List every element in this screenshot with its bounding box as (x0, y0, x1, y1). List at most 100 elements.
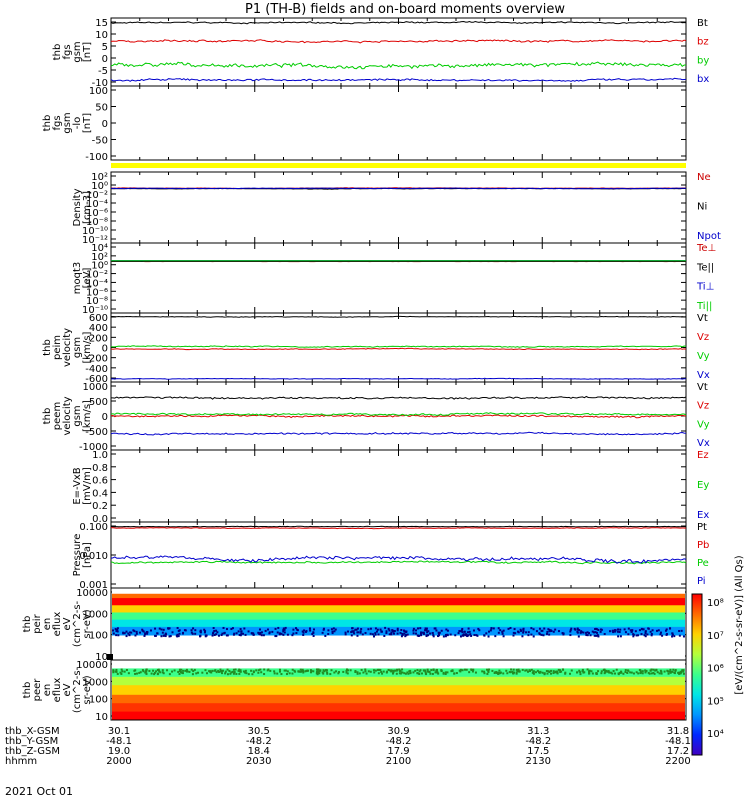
spectrogram-pixel (226, 668, 229, 671)
spectrogram-pixel (655, 669, 658, 672)
spectrogram-pixel (650, 672, 653, 675)
spectrogram-pixel (453, 672, 456, 675)
spectrogram-pixel (330, 669, 333, 672)
spectrogram-pixel (403, 632, 406, 635)
panel-peem: 1000 500 0 -500 -1000 thb peem velocity gsm [km/s… (42, 381, 710, 453)
spectrogram-pixel (528, 669, 531, 672)
spectrogram-pixel (514, 632, 517, 635)
spectrogram-pixel (321, 631, 324, 634)
spectrogram-pixel (399, 669, 402, 672)
spectrogram-pixel (337, 672, 340, 675)
spectrogram-pixel (653, 672, 656, 675)
spectrogram-pixel (369, 632, 372, 635)
spectrogram-pixel (538, 671, 541, 674)
spectrogram-pixel (159, 671, 162, 674)
spectrogram-pixel (438, 631, 441, 634)
spectrogram-pixel (201, 671, 204, 674)
spectrogram-band (112, 635, 685, 661)
spectrogram-pixel (501, 630, 504, 633)
colorbar-tick: 10⁷ (707, 631, 724, 642)
spectrogram-pixel (143, 634, 146, 637)
spectrogram-pixel (505, 669, 508, 672)
spectrogram-pixel (420, 672, 423, 675)
spectrogram-pixel (156, 672, 159, 675)
spectrogram-pixel (532, 628, 535, 631)
spectrogram-pixel (302, 671, 305, 674)
spectrogram-pixel (677, 671, 680, 674)
spectrogram-pixel (346, 672, 349, 675)
spectrogram-pixel (519, 628, 522, 631)
spectrogram-pixel (459, 630, 462, 633)
spectrogram-pixel (384, 626, 387, 629)
spectrogram-pixel (495, 671, 498, 674)
spectrogram-pixel (304, 670, 307, 673)
spectrogram-pixel (522, 627, 525, 630)
orbit-value-y: -48.2 (525, 736, 551, 747)
spectrogram-pixel (238, 633, 241, 636)
spectrogram-pixel (312, 628, 315, 631)
ylabel-line: (cm^2-s- (72, 600, 83, 647)
legend-bx: bx (697, 74, 709, 85)
spectrogram-pixel (493, 671, 496, 674)
spectrogram-pixel (372, 669, 375, 672)
spectrogram-pixel (116, 627, 119, 630)
spectrogram-pixel (333, 630, 336, 633)
spectrogram-pixel (586, 634, 589, 637)
spectrogram-pixel (237, 630, 240, 633)
ylabel-line: thb (42, 339, 53, 356)
ytick-label: 10⁻⁴ (86, 199, 108, 210)
legend-ey: Ey (697, 480, 709, 491)
ylabel-line: peer (32, 678, 43, 702)
legend-te: Te⊥ (696, 243, 716, 254)
spectrogram-pixel (497, 671, 500, 674)
legend-ne: Ne (697, 172, 711, 183)
spectrogram-pixel (395, 672, 398, 675)
ytick-label: 1.0 (92, 450, 108, 461)
spectrogram-pixel (603, 672, 606, 675)
spectrogram-pixel (192, 627, 195, 630)
colorbar-label: [eV/(cm^2-s-sr-eV)] (All Qs) (734, 555, 745, 694)
spectrogram-pixel (161, 669, 164, 672)
ylabel-line: Density (72, 188, 83, 226)
spectrogram-pixel (205, 672, 208, 675)
orbit-value-x: 30.9 (387, 726, 409, 737)
ytick-label: 10 (95, 30, 108, 41)
spectrogram-pixel (595, 634, 598, 637)
ytick-label: 5 (102, 42, 108, 53)
spectrogram-pixel (263, 668, 266, 671)
spectrogram-pixel (181, 632, 184, 635)
spectrogram-pixel (312, 631, 315, 634)
spectrogram-pixel (400, 635, 403, 638)
spectrogram-pixel (396, 668, 399, 671)
spectrogram-pixel (445, 628, 448, 631)
orbit-value-hhmm: 2100 (386, 756, 411, 767)
spectrogram-pixel (178, 670, 181, 673)
spectrogram-pixel (446, 629, 449, 632)
spectrogram-pixel (641, 672, 644, 675)
spectrogram-pixel (294, 627, 297, 630)
spectrogram-pixel (600, 670, 603, 673)
spectrogram-pixel (332, 627, 335, 630)
spectrogram-pixel (682, 669, 685, 672)
spectrogram-pixel (632, 633, 635, 636)
spectrogram-pixel (133, 669, 136, 672)
ytick-label: -10 (92, 78, 108, 89)
legend-vx: Vx (697, 370, 710, 381)
spectrogram-pixel (603, 632, 606, 635)
spectrogram-pixel (165, 633, 168, 636)
ytick-label: 10⁰ (91, 261, 108, 272)
spectrogram-pixel (399, 631, 402, 634)
spectrogram-pixel (418, 672, 421, 675)
spectrogram-pixel (398, 672, 401, 675)
spectrogram-pixel (557, 630, 560, 633)
spectrogram-band (112, 619, 685, 628)
spectrogram-pixel (582, 631, 585, 634)
spectrogram-pixel (134, 672, 137, 675)
spectrogram-pixel (534, 671, 537, 674)
spectrogram-pixel (357, 631, 360, 634)
orbit-row-label: hhmm (5, 756, 37, 767)
spectrogram-pixel (359, 631, 362, 634)
spectrogram-pixel (329, 673, 332, 676)
spectrogram-pixel (616, 630, 619, 633)
spectrogram-pixel (278, 670, 281, 673)
